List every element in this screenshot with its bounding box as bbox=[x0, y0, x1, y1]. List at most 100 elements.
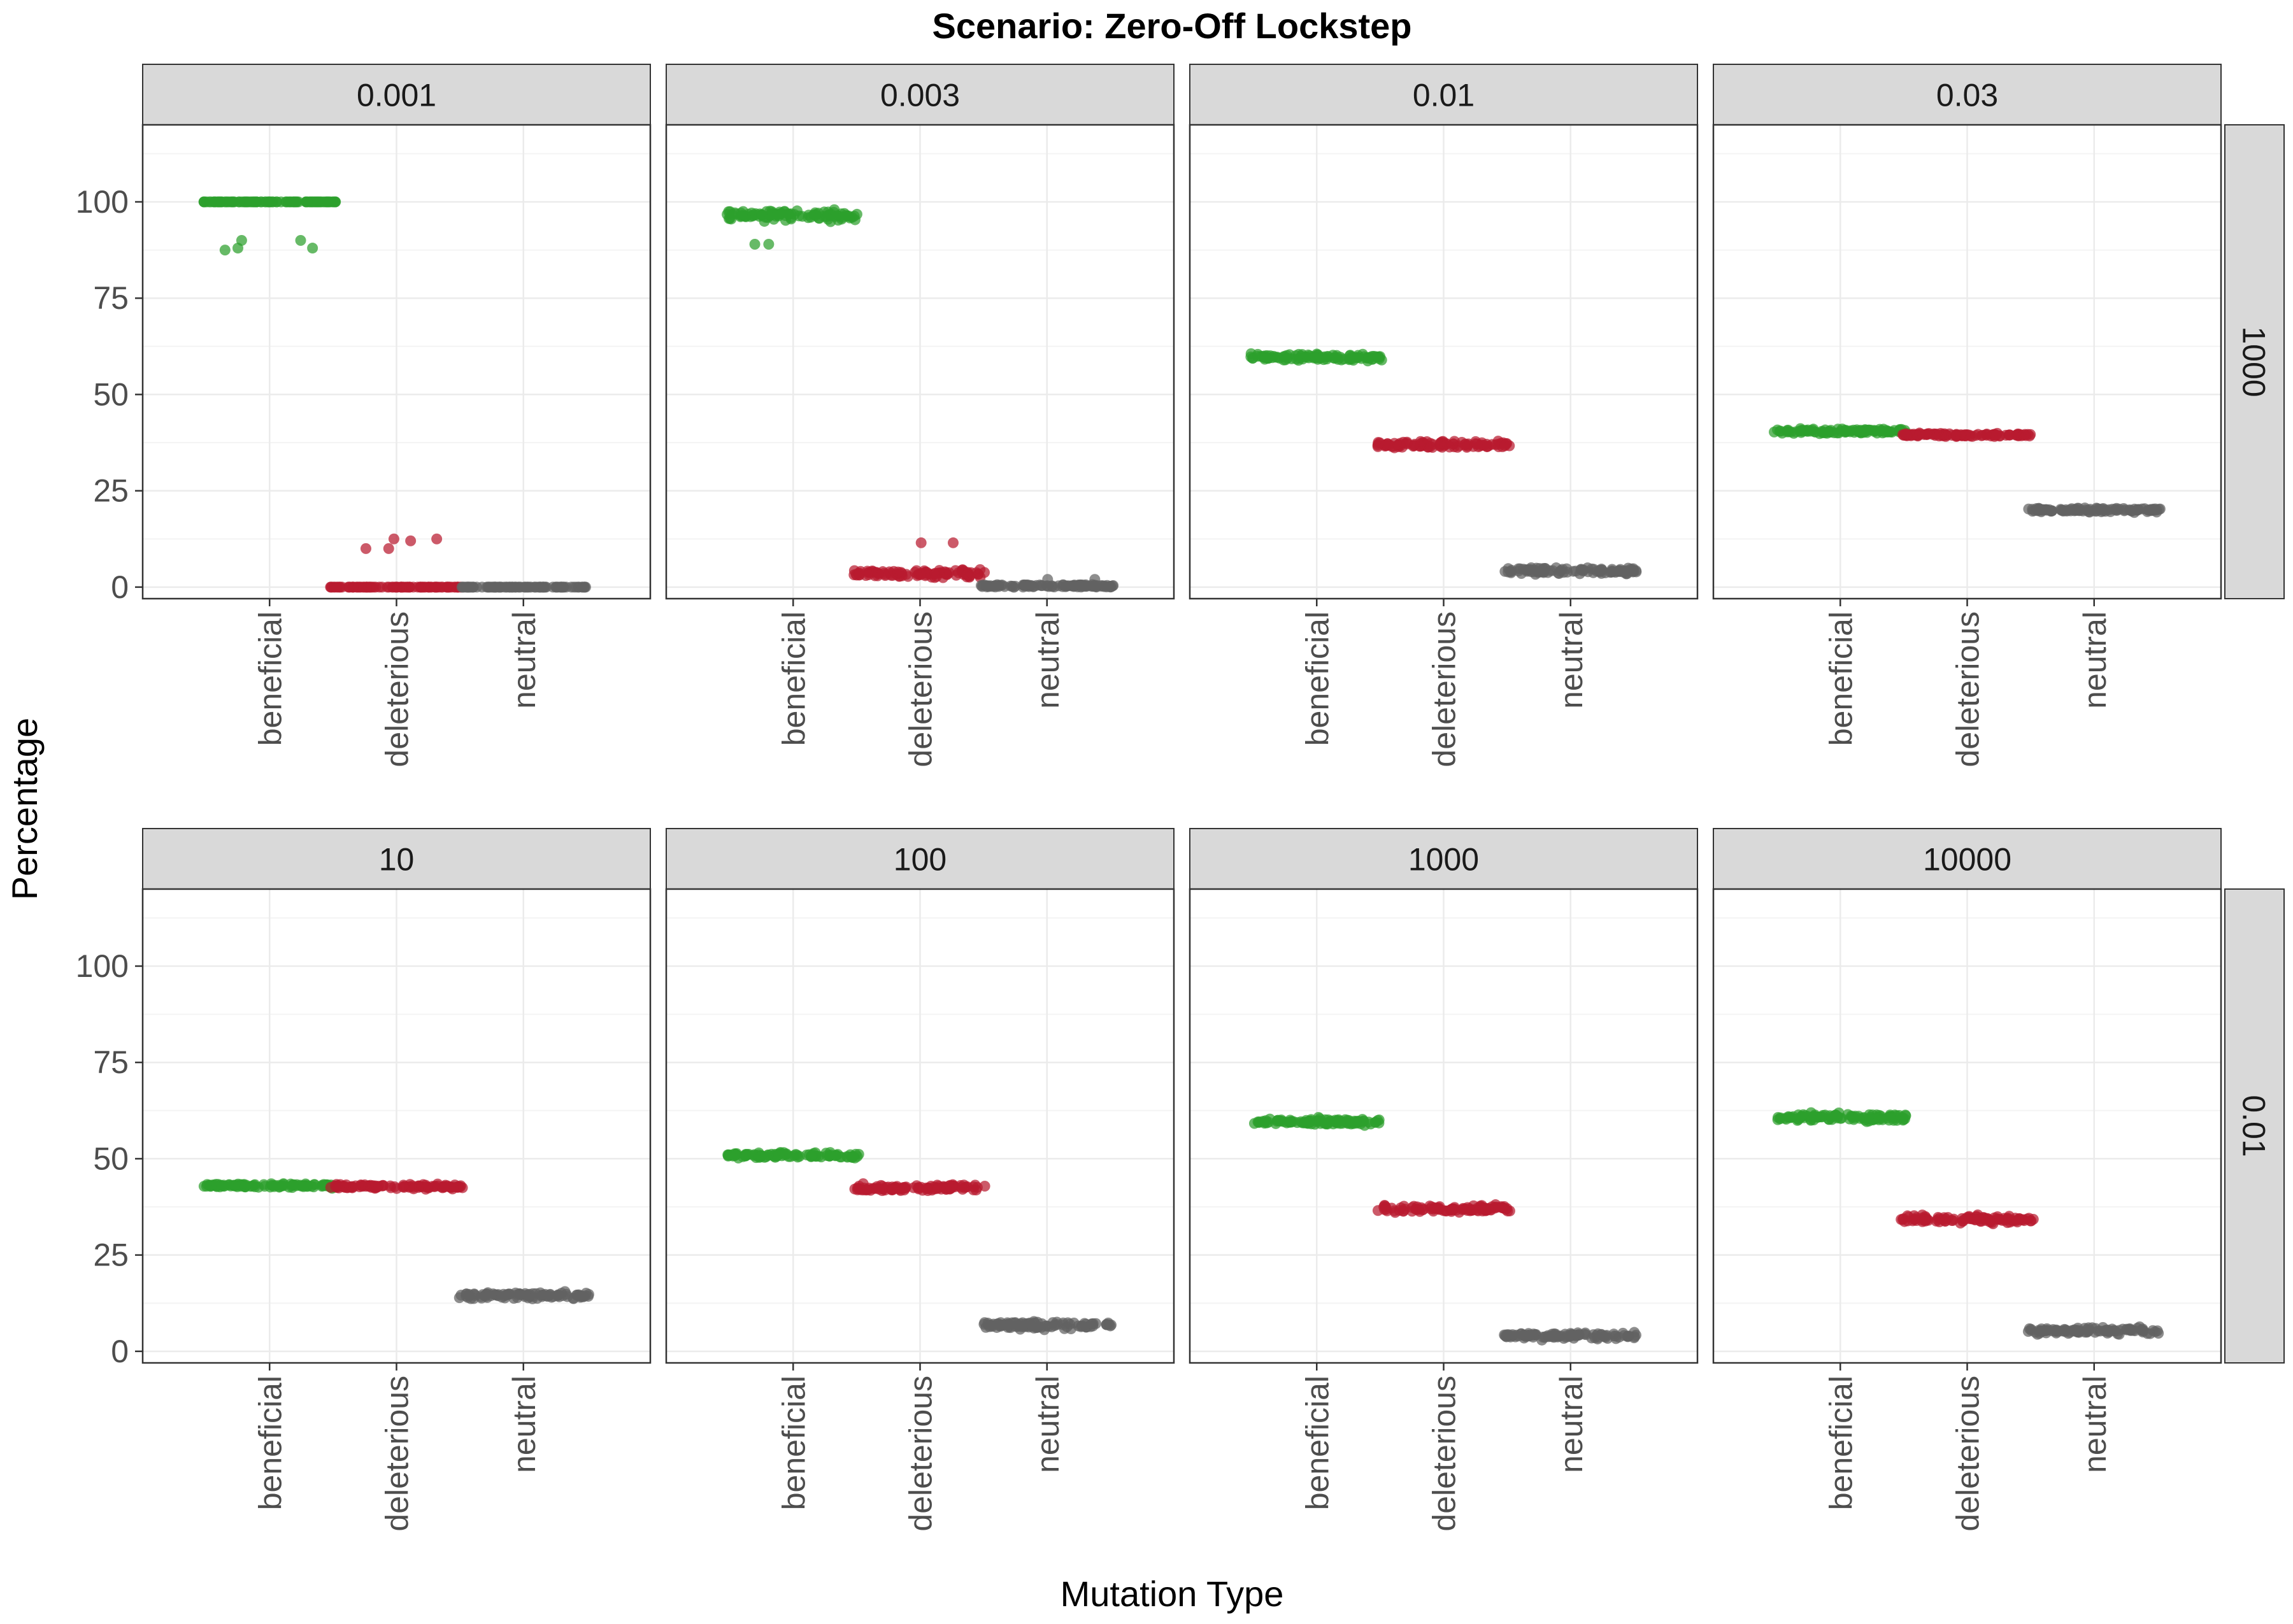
data-point bbox=[1007, 580, 1018, 592]
data-point bbox=[1898, 430, 1910, 441]
data-point bbox=[2149, 1326, 2161, 1337]
data-point bbox=[283, 1181, 295, 1193]
series-neutral bbox=[454, 1286, 594, 1304]
data-point bbox=[566, 581, 577, 593]
data-point bbox=[850, 569, 862, 580]
data-point bbox=[1917, 1216, 1928, 1227]
data-point bbox=[1436, 438, 1448, 449]
data-point bbox=[1525, 564, 1536, 575]
data-point bbox=[1305, 1115, 1317, 1127]
data-point bbox=[1331, 1116, 1342, 1127]
outlier-point bbox=[749, 239, 761, 250]
data-point bbox=[1896, 1214, 1907, 1225]
x-tick-label: beneficial bbox=[1823, 1376, 1859, 1510]
facet-strip bbox=[1189, 64, 1698, 125]
data-point bbox=[1432, 1202, 1443, 1214]
row-strip-0: 1000 bbox=[2224, 124, 2285, 599]
data-point bbox=[580, 581, 591, 593]
data-point bbox=[218, 1179, 229, 1191]
data-point bbox=[233, 196, 245, 208]
data-point bbox=[2139, 503, 2150, 515]
data-point bbox=[2099, 504, 2111, 515]
data-point bbox=[854, 1181, 865, 1192]
series-beneficial bbox=[1245, 348, 1387, 367]
data-point bbox=[1259, 1116, 1270, 1128]
row-strip-1: 0.01 bbox=[2224, 888, 2285, 1364]
data-point bbox=[983, 1321, 995, 1332]
data-point bbox=[770, 210, 782, 222]
data-point bbox=[311, 196, 323, 208]
data-point bbox=[1024, 581, 1035, 592]
data-point bbox=[1810, 1111, 1821, 1122]
data-point bbox=[1076, 580, 1088, 592]
outlier-point bbox=[915, 537, 927, 548]
x-tick-label: neutral bbox=[506, 1376, 542, 1473]
data-point bbox=[215, 196, 227, 208]
data-point bbox=[1863, 1115, 1875, 1127]
data-point bbox=[1270, 1118, 1282, 1129]
data-point bbox=[1398, 1205, 1410, 1216]
series-beneficial bbox=[722, 1147, 864, 1164]
x-tick-label: deleterious bbox=[1950, 1376, 1986, 1532]
data-point bbox=[1955, 1217, 1966, 1229]
x-tick-label: beneficial bbox=[252, 1376, 288, 1510]
data-point bbox=[1417, 1204, 1429, 1216]
data-point bbox=[231, 1179, 242, 1191]
data-point bbox=[1499, 439, 1511, 450]
data-point bbox=[485, 1290, 497, 1302]
data-point bbox=[979, 1180, 990, 1192]
x-tick-label: deleterious bbox=[903, 611, 939, 767]
data-point bbox=[2084, 506, 2096, 518]
data-point bbox=[997, 1320, 1009, 1331]
data-point bbox=[1795, 1112, 1806, 1123]
data-point bbox=[1951, 431, 1962, 442]
x-tick-label: beneficial bbox=[1299, 1376, 1335, 1510]
data-point bbox=[2081, 1327, 2092, 1338]
data-point bbox=[1006, 1317, 1018, 1328]
facet-strip bbox=[142, 828, 651, 890]
data-point bbox=[284, 196, 296, 208]
x-tick-label: deleterious bbox=[1427, 1376, 1462, 1532]
data-point bbox=[322, 196, 333, 208]
facet-strip-label: 0.03 bbox=[1936, 78, 1998, 113]
outlier-point bbox=[360, 543, 371, 554]
series-neutral bbox=[2023, 502, 2166, 518]
data-point bbox=[1051, 1316, 1062, 1328]
data-point bbox=[1497, 1202, 1508, 1214]
data-point bbox=[496, 1292, 508, 1303]
data-point bbox=[1285, 1116, 1297, 1128]
data-point bbox=[1452, 441, 1463, 453]
series-beneficial bbox=[722, 204, 862, 250]
series-deleterious bbox=[1372, 1199, 1515, 1218]
data-point bbox=[981, 580, 992, 592]
data-point bbox=[1445, 1204, 1457, 1215]
chart-title: Scenario: Zero-Off Lockstep bbox=[932, 6, 1411, 46]
data-point bbox=[256, 196, 268, 208]
series-neutral bbox=[2022, 1321, 2164, 1340]
data-point bbox=[1471, 438, 1483, 450]
data-point bbox=[1348, 1117, 1359, 1129]
data-point bbox=[1985, 431, 1997, 442]
data-point bbox=[1613, 565, 1625, 576]
row-strip bbox=[2224, 888, 2285, 1364]
data-point bbox=[1774, 425, 1785, 437]
data-point bbox=[806, 1150, 818, 1161]
series-deleterious bbox=[325, 1178, 468, 1195]
data-point bbox=[847, 1151, 859, 1162]
y-tick-label: 25 bbox=[93, 473, 129, 509]
data-point bbox=[1262, 352, 1273, 364]
data-point bbox=[957, 1183, 968, 1195]
data-point bbox=[1297, 1117, 1308, 1129]
data-point bbox=[1503, 563, 1514, 574]
data-point bbox=[1570, 566, 1582, 577]
facet-strip bbox=[1713, 64, 2222, 125]
x-tick-label: deleterious bbox=[903, 1376, 939, 1532]
facet-strip-label: 0.001 bbox=[357, 78, 436, 113]
data-point bbox=[808, 209, 819, 220]
data-point bbox=[1513, 1330, 1524, 1342]
data-point bbox=[1817, 426, 1828, 438]
outlier-point bbox=[383, 543, 394, 554]
data-point bbox=[516, 1289, 527, 1300]
data-point bbox=[1847, 1111, 1859, 1123]
data-point bbox=[1087, 1318, 1098, 1330]
